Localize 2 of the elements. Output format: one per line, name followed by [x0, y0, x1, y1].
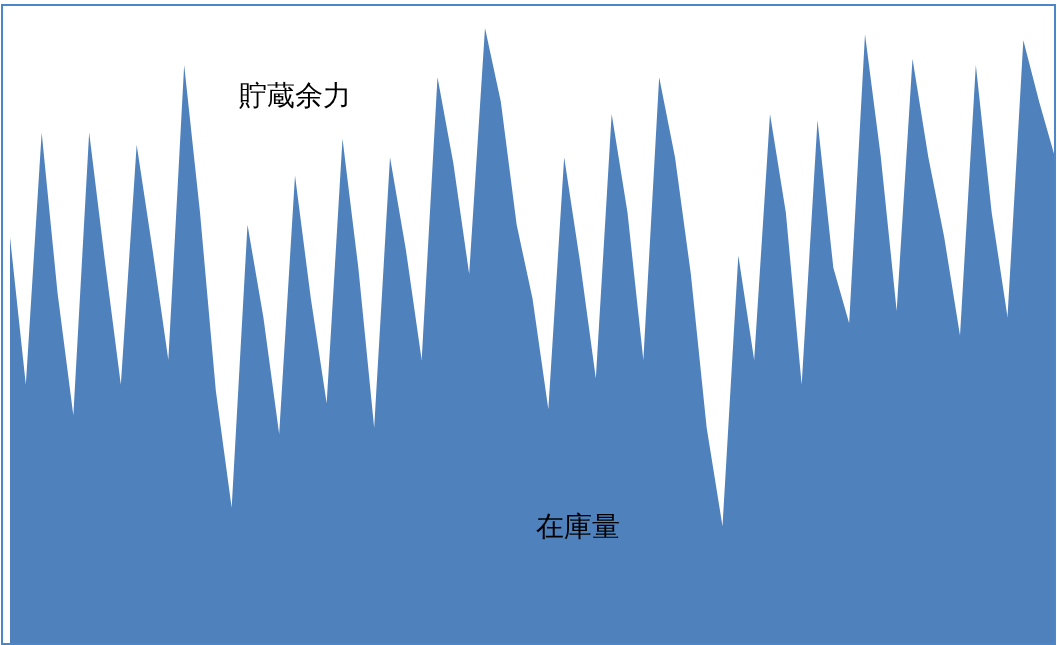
- annotation: 貯蔵余力: [239, 78, 351, 112]
- annotation: 在庫量: [536, 509, 620, 543]
